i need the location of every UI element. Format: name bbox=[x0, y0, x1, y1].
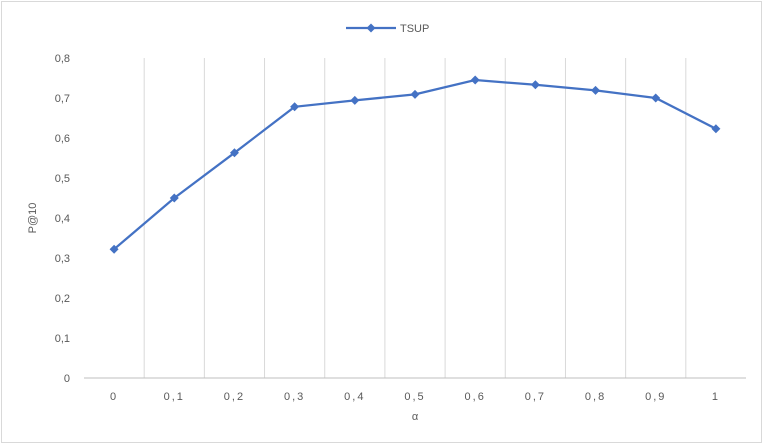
legend: TSUP bbox=[346, 23, 429, 35]
y-tick-label: 0,3 bbox=[55, 253, 70, 265]
data-point-marker bbox=[229, 148, 239, 158]
data-point-marker bbox=[109, 244, 119, 254]
series-markers bbox=[109, 75, 721, 254]
y-axis-title: P@10 bbox=[27, 203, 39, 234]
y-tick-label: 0,6 bbox=[55, 133, 70, 145]
y-tick-labels: 0 0,1 0,2 0,3 0,4 0,5 0,6 0,7 0,8 bbox=[55, 53, 70, 385]
x-tick-label: 0,2 bbox=[224, 391, 245, 403]
y-tick-label: 0,7 bbox=[55, 93, 70, 105]
x-tick-label: 0 bbox=[110, 391, 118, 403]
data-point-marker bbox=[651, 93, 661, 103]
data-point-marker bbox=[290, 102, 300, 112]
y-tick-label: 0,5 bbox=[55, 173, 70, 185]
legend-diamond-icon bbox=[366, 23, 376, 33]
y-tick-label: 0,8 bbox=[55, 53, 70, 65]
x-axis-title: α bbox=[412, 411, 419, 423]
x-tick-label: 0,6 bbox=[465, 391, 486, 403]
y-tick-label: 0,4 bbox=[55, 213, 70, 225]
y-tick-label: 0,1 bbox=[55, 333, 70, 345]
data-point-marker bbox=[350, 95, 360, 105]
y-tick-label: 0,2 bbox=[55, 293, 70, 305]
data-point-marker bbox=[591, 85, 601, 95]
y-tick-label: 0 bbox=[64, 373, 70, 385]
x-tick-label: 0,9 bbox=[645, 391, 666, 403]
data-point-marker bbox=[711, 124, 721, 134]
x-tick-label: 0,7 bbox=[525, 391, 546, 403]
data-point-marker bbox=[470, 75, 480, 85]
x-tick-label: 0,4 bbox=[344, 391, 365, 403]
x-tick-label: 0,5 bbox=[404, 391, 425, 403]
x-tick-labels: 0 0,1 0,2 0,3 0,4 0,5 0,6 0,7 0,8 0,9 1 bbox=[110, 391, 720, 403]
data-point-marker bbox=[410, 89, 420, 99]
x-tick-label: 0,1 bbox=[164, 391, 185, 403]
data-point-marker bbox=[169, 193, 179, 203]
legend-label: TSUP bbox=[400, 23, 429, 35]
gridlines bbox=[143, 58, 687, 378]
data-point-marker bbox=[530, 80, 540, 90]
x-tick-label: 0,8 bbox=[585, 391, 606, 403]
x-tick-label: 0,3 bbox=[284, 391, 305, 403]
x-tick-label: 1 bbox=[712, 391, 720, 403]
